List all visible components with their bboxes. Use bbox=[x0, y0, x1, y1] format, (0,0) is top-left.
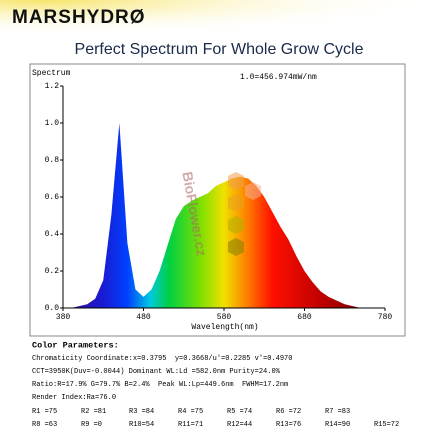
spectrum-area bbox=[63, 123, 385, 308]
render-index: R13=76 bbox=[276, 421, 301, 429]
params: Chromaticity Coordinate:x=0.3795 y=0.366… bbox=[32, 355, 399, 429]
render-index: R4 =75 bbox=[178, 408, 203, 416]
brand-logo: MARSHYDRØ bbox=[12, 7, 146, 28]
render-index: R6 =72 bbox=[276, 408, 301, 416]
render-index: R1 =75 bbox=[32, 408, 57, 416]
x-axis-label: Wavelength(nm) bbox=[191, 323, 258, 332]
render-index: R14=90 bbox=[325, 421, 350, 429]
render-index: R12=44 bbox=[227, 421, 252, 429]
y-axis-label: Spectrum bbox=[32, 69, 71, 78]
x-tick-label: 780 bbox=[378, 313, 393, 322]
y-tick-label: 0.8 bbox=[45, 156, 60, 165]
y-tick-label: 0.2 bbox=[45, 267, 60, 276]
render-index: R3 =84 bbox=[129, 408, 154, 416]
x-tick-label: 580 bbox=[217, 313, 232, 322]
render-index: R10=54 bbox=[129, 421, 154, 429]
x-tick-label: 480 bbox=[136, 313, 151, 322]
y-tick-label: 1.2 bbox=[45, 82, 60, 91]
plot: 0.0 0.2 0.4 0.6 0.8 1.0 1.2 380 480 580 680 780 bbox=[45, 82, 393, 322]
header-glow bbox=[0, 0, 439, 40]
param-line: Ratio:R=17.9% G=79.7% B=2.4% Peak WL:Lp=… bbox=[32, 381, 288, 389]
param-line: Chromaticity Coordinate:x=0.3795 y=0.366… bbox=[32, 355, 292, 363]
y-tick-label: 0.4 bbox=[45, 230, 60, 239]
x-tick-label: 380 bbox=[56, 313, 71, 322]
param-line: Render Index:Ra=76.0 bbox=[32, 394, 116, 402]
annotation: 1.0=456.974mW/nm bbox=[240, 73, 317, 82]
render-index: R7 =83 bbox=[325, 408, 350, 416]
render-index: R5 =74 bbox=[227, 408, 252, 416]
render-index: R15=72 bbox=[374, 421, 399, 429]
param-line: CCT=3950K(Duv=-0.0044) Dominant WL:Ld =5… bbox=[32, 368, 281, 376]
params-heading: Color Parameters: bbox=[32, 340, 119, 350]
y-tick-label: 1.0 bbox=[45, 119, 60, 128]
render-index: R9 =0 bbox=[81, 421, 102, 429]
render-index: R2 =81 bbox=[81, 408, 106, 416]
x-tick-label: 680 bbox=[297, 313, 312, 322]
y-tick-label: 0.0 bbox=[45, 304, 60, 313]
chart-title: Perfect Spectrum For Whole Grow Cycle bbox=[75, 41, 364, 58]
render-index: R8 =63 bbox=[32, 421, 57, 429]
render-index: R11=71 bbox=[178, 421, 203, 429]
y-tick-label: 0.6 bbox=[45, 193, 60, 202]
